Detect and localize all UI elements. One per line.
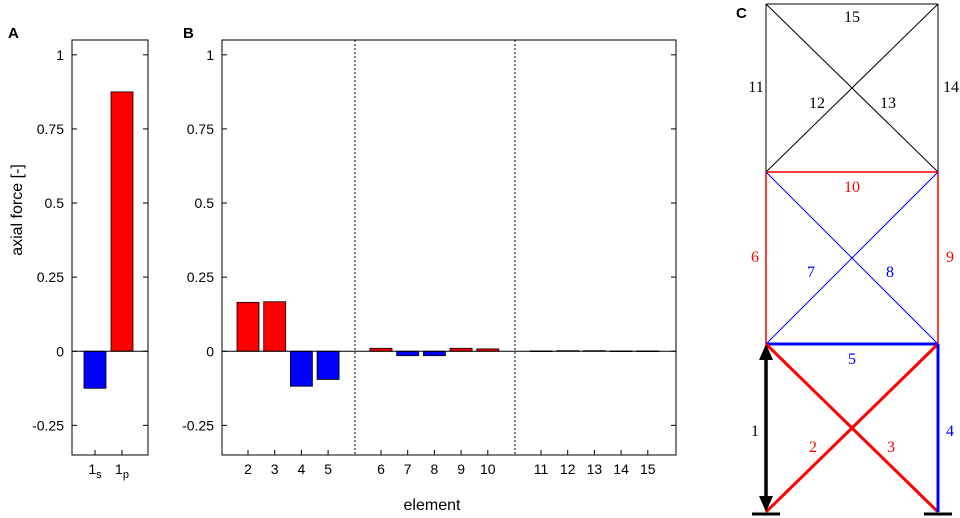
- bar: [316, 350, 340, 380]
- x-tick-label: 1p: [115, 461, 129, 481]
- y-tick-label: 1: [206, 47, 214, 63]
- label-5: 5: [848, 351, 856, 368]
- member-8: [765, 171, 939, 345]
- x-tick-label: 15: [640, 461, 656, 477]
- label-4: 4: [946, 423, 954, 440]
- chart-a-bars: [83, 91, 134, 389]
- x-tick-label: 10: [480, 461, 496, 477]
- member-3: [764, 342, 940, 514]
- y-tick-label: 0.75: [37, 121, 64, 137]
- x-tick-label: 13: [587, 461, 603, 477]
- member-13: [765, 3, 939, 173]
- y-tick-label: 1: [56, 47, 64, 63]
- bar: [263, 301, 287, 352]
- chart-b-ticks: 1 0.75 0.5 0.25 0 -0.25 2 3 4 5 6 7 8 9 10 11 12 13 14 15: [182, 40, 676, 477]
- bar: [83, 350, 107, 389]
- label-14: 14: [943, 79, 959, 96]
- x-tick-label: 3: [271, 461, 279, 477]
- y-axis-label: axial force [-]: [9, 164, 26, 256]
- x-tick-label: 1s: [88, 461, 102, 481]
- arrow-up-icon: [759, 344, 773, 360]
- y-tick-label: 0.25: [37, 269, 64, 285]
- label-2: 2: [809, 439, 817, 456]
- label-15: 15: [844, 9, 860, 26]
- x-tick-label: 6: [377, 461, 385, 477]
- label-9: 9: [946, 249, 954, 266]
- x-axis-label: element: [404, 497, 461, 514]
- label-12: 12: [809, 95, 825, 112]
- label-3: 3: [887, 439, 895, 456]
- chart-b-frame: [221, 39, 677, 456]
- label-1: 1: [751, 423, 759, 440]
- y-tick-label: 0.25: [187, 269, 214, 285]
- bar: [236, 301, 260, 352]
- bar: [396, 350, 420, 357]
- label-7: 7: [807, 264, 815, 281]
- arrow-down-icon: [759, 496, 773, 512]
- x-tick-label: 14: [613, 461, 629, 477]
- truss-diagram: 15 11 12 13 14 10 6 7 8 9 5 1 2 3 4: [748, 3, 959, 516]
- x-tick-label: 11: [534, 461, 549, 477]
- x-tick-label: 12: [560, 461, 576, 477]
- label-8: 8: [886, 264, 894, 281]
- chart-a-frame: [71, 39, 149, 456]
- x-tick-label: 7: [404, 461, 412, 477]
- x-tick-label: 9: [457, 461, 465, 477]
- chart-b-bars: [236, 301, 660, 387]
- y-tick-label: 0: [206, 343, 214, 359]
- panel-label-b: B: [183, 25, 194, 42]
- y-tick-label: 0.75: [187, 121, 214, 137]
- bar: [110, 91, 134, 352]
- chart-a-ticks: 1 0.75 0.5 0.25 0 -0.25 1s 1p: [32, 47, 148, 481]
- chart-a: 1 0.75 0.5 0.25 0 -0.25 1s 1p axial force [-]: [9, 39, 149, 481]
- label-10: 10: [844, 179, 860, 196]
- y-tick-label: 0.5: [195, 195, 215, 211]
- x-tick-label: 8: [431, 461, 439, 477]
- chart-b: 1 0.75 0.5 0.25 0 -0.25 2 3 4 5 6 7 8 9 10 11 12 13 14 15 e…: [182, 39, 677, 514]
- x-tick-label: 5: [324, 461, 332, 477]
- x-tick-label: 2: [244, 461, 252, 477]
- label-6: 6: [751, 249, 759, 266]
- label-11: 11: [748, 79, 763, 96]
- panel-label-c: C: [736, 5, 747, 22]
- bar: [422, 350, 446, 357]
- y-tick-label: -0.25: [182, 417, 214, 433]
- label-13: 13: [880, 95, 896, 112]
- x-tick-label: 4: [298, 461, 306, 477]
- y-tick-label: -0.25: [32, 417, 64, 433]
- y-tick-label: 0: [56, 343, 64, 359]
- bar: [289, 350, 313, 387]
- panel-label-a: A: [8, 25, 19, 42]
- y-tick-label: 0.5: [45, 195, 65, 211]
